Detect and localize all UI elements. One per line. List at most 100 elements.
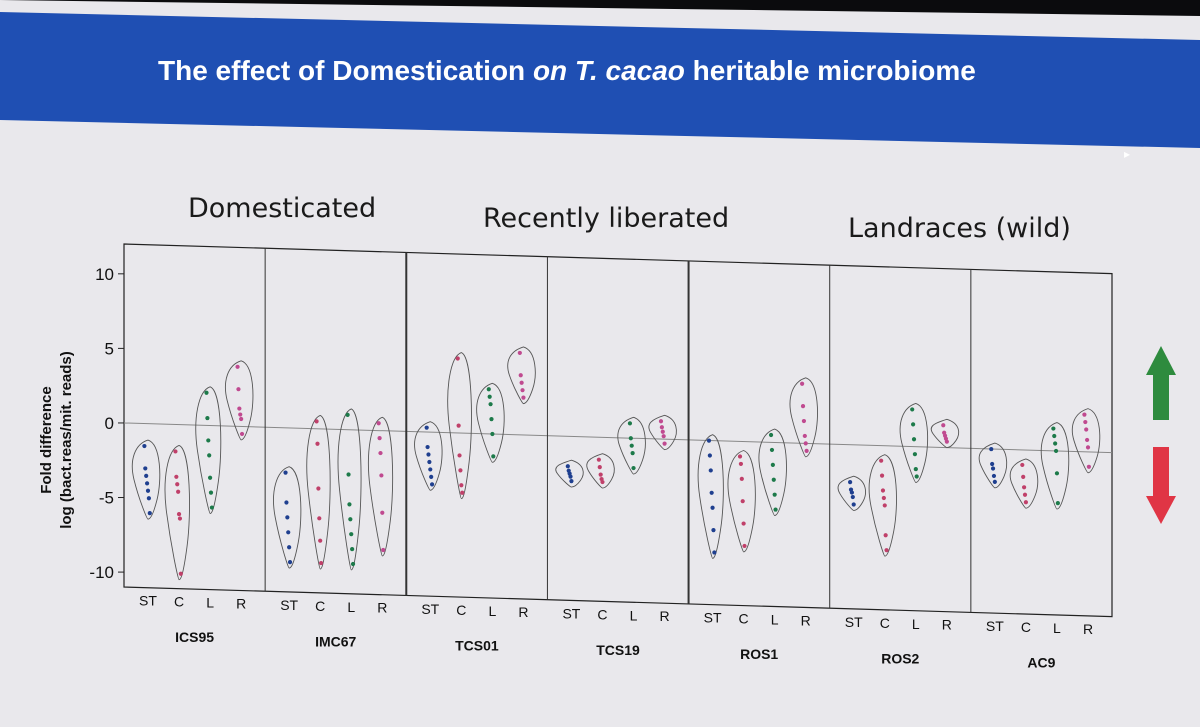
data-point [771,477,776,482]
panel-name-tcs01: TCS01 [455,638,499,654]
title-part1: The effect of Domestication [158,55,533,86]
data-point [424,425,429,430]
data-point [318,538,323,543]
panel-name-ros1: ROS1 [740,646,778,662]
x-tick-label: ST [704,610,722,626]
data-point [849,490,855,495]
violin-ics95-st [131,439,161,520]
y-tick-label: 5 [105,339,114,358]
data-point [491,454,496,459]
data-point [912,452,918,457]
data-point [772,492,777,497]
violin-imc67-c [306,414,331,570]
data-point [880,488,886,493]
violin-tcs01-st [414,421,443,491]
group-label-recent: Recently liberated [483,203,730,234]
data-point [460,490,465,495]
data-point [347,502,352,507]
data-point [350,561,356,567]
data-point [914,474,919,479]
x-tick-label: ST [562,605,580,621]
data-point [490,431,495,437]
data-point [426,452,431,457]
data-point [629,443,634,448]
violin-ac9-l [1040,422,1070,510]
data-point [239,416,244,422]
data-point [237,406,242,411]
data-point [378,450,383,456]
data-point [1085,437,1090,443]
data-point [661,434,666,439]
data-point [456,423,461,428]
data-point [147,511,152,516]
x-tick-label: C [1021,619,1031,635]
data-point [176,511,182,517]
x-tick-label: L [347,599,355,615]
x-tick-label: C [597,606,607,622]
data-point [850,494,855,500]
data-point [380,510,385,515]
data-point [913,466,918,472]
data-point [520,388,525,393]
up-arrow-icon [1146,346,1176,420]
data-point [144,473,149,478]
violin-ros1-c [727,450,756,553]
violin-ros1-st [697,434,724,559]
data-point [489,416,494,422]
data-point [596,457,601,462]
data-point [848,480,853,485]
panel-name-ros2: ROS2 [881,650,919,666]
data-point [239,431,245,437]
data-point [518,373,523,378]
x-tick-label: R [518,604,528,620]
data-point [738,461,744,467]
violin-imc67-st [273,466,302,569]
data-point [315,441,320,446]
data-point [597,465,602,470]
data-point [1052,433,1057,439]
data-point [428,467,433,472]
panel-name-imc67: IMC67 [315,633,356,649]
x-tick-label: C [739,611,749,627]
y-tick-label: 10 [95,265,114,284]
x-tick-label: C [456,602,466,618]
x-tick-label: R [801,612,811,628]
data-point [1021,474,1026,479]
data-point [209,505,214,510]
violin-ics95-r [224,360,254,441]
data-point [206,438,211,443]
data-point [712,550,717,555]
violin-tcs01-l [476,382,505,463]
violin-ros2-c [868,454,897,557]
data-point [486,387,491,392]
data-point [521,395,526,400]
data-point [429,474,434,479]
x-tick-label: R [942,617,952,633]
data-point [800,404,806,409]
data-point [287,545,292,550]
data-point [989,446,994,452]
data-point [600,479,605,485]
data-point [457,453,462,458]
data-point [145,488,151,493]
data-point [804,448,809,453]
data-point [314,419,319,424]
violin-ros2-st [837,475,866,511]
data-point [455,356,460,361]
data-point [739,476,744,481]
data-point [630,451,635,456]
data-point [598,472,603,477]
violin-tcs01-c [447,352,472,500]
data-point [1085,445,1091,450]
x-tick-label: R [236,596,246,612]
mouse-cursor-icon: ▸ [1124,147,1131,161]
data-point [238,412,243,417]
data-point [737,454,743,459]
data-point [284,500,289,505]
data-point [318,560,324,566]
data-point [708,468,713,473]
data-point [285,515,290,520]
title-part3: heritable microbiome [684,55,976,86]
data-point [911,437,917,442]
